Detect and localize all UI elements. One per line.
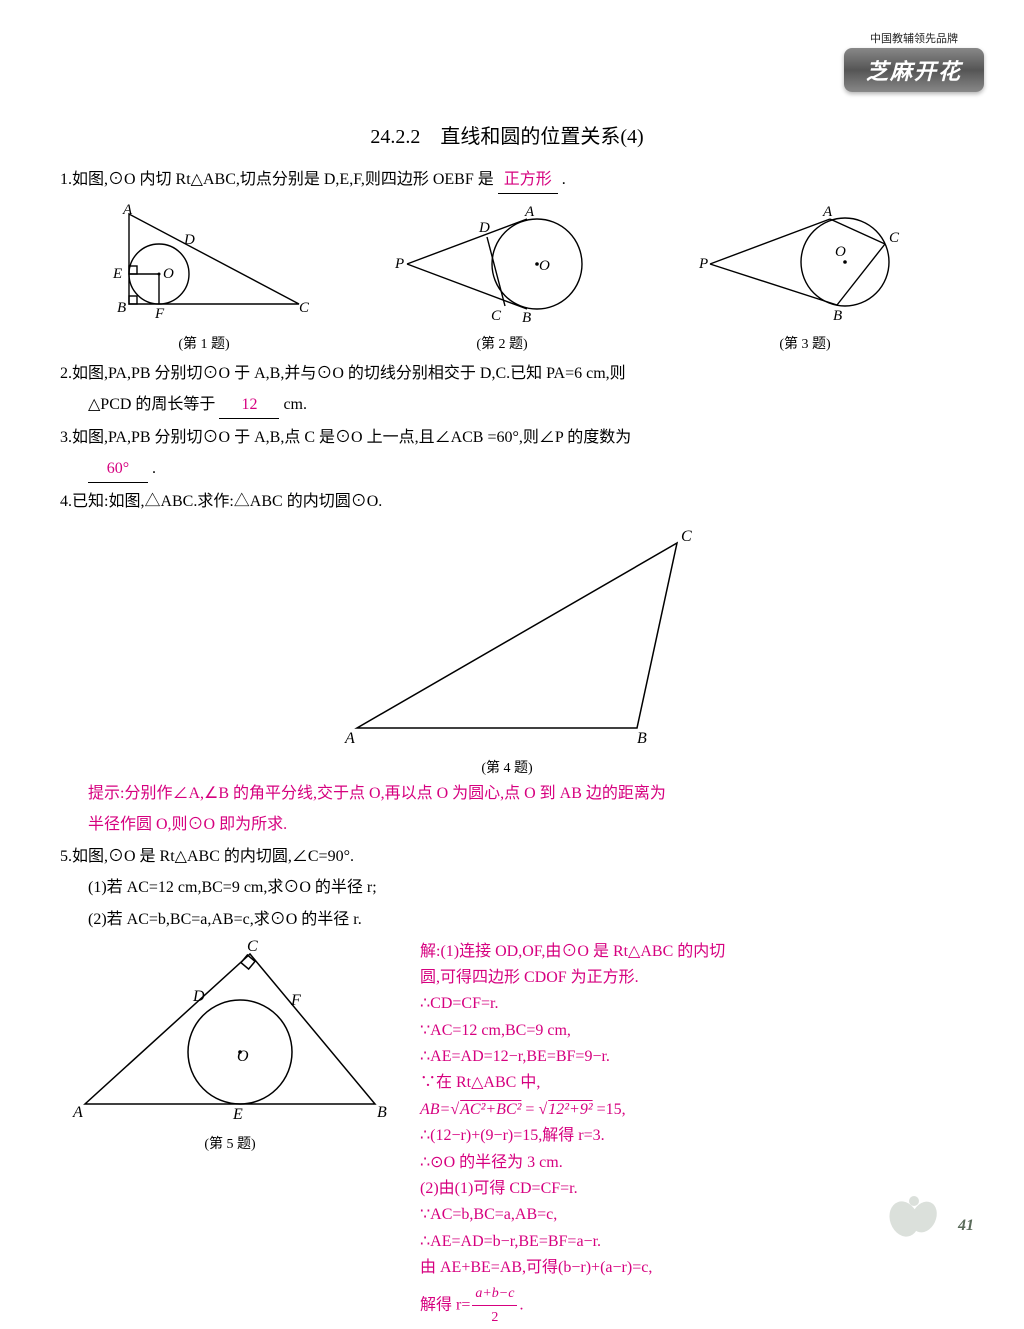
sol-l12: ∴AE=AD=b−r,BE=BF=a−r. <box>420 1229 954 1255</box>
figure-1: A B C D E F O (第 1 题) <box>99 204 309 353</box>
svg-text:B: B <box>637 730 647 747</box>
svg-text:A: A <box>822 204 833 220</box>
figure-row-1-3: A B C D E F O (第 1 题) P A B <box>60 204 954 353</box>
sol-l14: 解得 r=a+b−c2. <box>420 1282 954 1329</box>
figure-3: P A B C O (第 3 题) <box>695 204 915 353</box>
q4-hint-2: 半径作圆 O,则⊙O 即为所求. <box>60 812 954 838</box>
svg-text:O: O <box>835 244 846 260</box>
svg-text:O: O <box>539 258 550 274</box>
q3-suffix: . <box>152 460 156 477</box>
section-title: 24.2.2 直线和圆的位置关系(4) <box>60 120 954 149</box>
question-2: 2.如图,PA,PB 分别切⊙O 于 A,B,并与⊙O 的切线分别相交于 D,C… <box>60 361 954 387</box>
svg-text:A: A <box>72 1104 83 1121</box>
sol-l14a: 解得 r= <box>420 1296 470 1313</box>
figure-5-caption: (第 5 题) <box>60 1133 400 1153</box>
question-1: 1.如图,⊙O 内切 Rt△ABC,切点分别是 D,E,F,则四边形 OEBF … <box>60 167 954 194</box>
page-number: 41 <box>958 1217 974 1235</box>
figure-4: A B C (第 4 题) <box>60 523 954 777</box>
brand-subtitle: 中国教辅领先品牌 <box>844 30 984 46</box>
svg-text:C: C <box>889 230 900 246</box>
svg-text:P: P <box>394 256 404 272</box>
q5-solution: 解:(1)连接 OD,OF,由⊙O 是 Rt△ABC 的内切 圆,可得四边形 C… <box>420 939 954 1329</box>
svg-text:E: E <box>232 1106 243 1123</box>
svg-text:D: D <box>192 988 205 1005</box>
q3-answer-blank: 60° <box>88 456 148 483</box>
question-5: 5.如图,⊙O 是 Rt△ABC 的内切圆,∠C=90°. <box>60 844 954 870</box>
q2-suffix: cm. <box>283 396 307 413</box>
svg-text:F: F <box>154 306 165 322</box>
sol-l8: ∴(12−r)+(9−r)=15,解得 r=3. <box>420 1123 954 1149</box>
sol-l5: ∴AE=AD=12−r,BE=BF=9−r. <box>420 1044 954 1070</box>
svg-text:C: C <box>491 308 502 324</box>
q2-prefix: △PCD 的周长等于 <box>88 396 215 413</box>
frac-num: a+b−c <box>472 1282 517 1306</box>
question-3-line2: 60° . <box>60 456 954 483</box>
sol-l7a: AB= <box>420 1101 450 1118</box>
frac-den: 2 <box>472 1306 517 1329</box>
svg-text:B: B <box>117 300 126 316</box>
svg-text:A: A <box>344 730 355 747</box>
svg-text:P: P <box>698 256 708 272</box>
sol-l9: ∴⊙O 的半径为 3 cm. <box>420 1150 954 1176</box>
sol-l13: 由 AE+BE=AB,可得(b−r)+(a−r)=c, <box>420 1255 954 1281</box>
sol-l10: (2)由(1)可得 CD=CF=r. <box>420 1176 954 1202</box>
figure-2-caption: (第 2 题) <box>387 333 617 353</box>
sol-l2: 圆,可得四边形 CDOF 为正方形. <box>420 965 954 991</box>
sol-l7: AB=√AC²+BC² = √12²+9² =15, <box>420 1097 954 1123</box>
sol-l6: ∵在 Rt△ABC 中, <box>420 1070 954 1096</box>
sol-l7e: =15, <box>597 1101 626 1118</box>
q2-line1: 2.如图,PA,PB 分别切⊙O 于 A,B,并与⊙O 的切线分别相交于 D,C… <box>60 365 626 382</box>
svg-text:D: D <box>478 220 490 236</box>
sol-l1: 解:(1)连接 OD,OF,由⊙O 是 Rt△ABC 的内切 <box>420 939 954 965</box>
q1-suffix: . <box>562 171 566 188</box>
figure-3-svg: P A B C O <box>695 204 915 324</box>
brand-badge: 中国教辅领先品牌 芝麻开花 <box>844 30 984 90</box>
figure-4-caption: (第 4 题) <box>60 757 954 777</box>
svg-text:O: O <box>163 266 174 282</box>
sol-l7d: 12²+9² <box>547 1101 592 1118</box>
q1-text: 1.如图,⊙O 内切 Rt△ABC,切点分别是 D,E,F,则四边形 OEBF … <box>60 171 494 188</box>
q5-sub2: (2)若 AC=b,BC=a,AB=c,求⊙O 的半径 r. <box>60 907 954 933</box>
svg-text:C: C <box>247 939 258 955</box>
corner-decoration <box>884 1189 944 1239</box>
sol-l7c: = <box>525 1101 538 1118</box>
figure-1-svg: A B C D E F O <box>99 204 309 324</box>
q5-sub1: (1)若 AC=12 cm,BC=9 cm,求⊙O 的半径 r; <box>60 875 954 901</box>
svg-text:C: C <box>681 528 692 545</box>
question-4: 4.已知:如图,△ABC.求作:△ABC 的内切圆⊙O. <box>60 489 954 515</box>
q1-answer-blank: 正方形 <box>498 167 558 194</box>
sol-l11: ∵AC=b,BC=a,AB=c, <box>420 1202 954 1228</box>
svg-text:B: B <box>377 1104 387 1121</box>
svg-text:B: B <box>833 308 842 324</box>
q4-hint-1: 提示:分别作∠A,∠B 的角平分线,交于点 O,再以点 O 为圆心,点 O 到 … <box>60 781 954 807</box>
svg-text:E: E <box>112 266 122 282</box>
q4-text: 4.已知:如图,△ABC.求作:△ABC 的内切圆⊙O. <box>60 493 382 510</box>
svg-text:B: B <box>522 310 531 324</box>
figure-5-svg: A B C D E F O <box>65 939 395 1124</box>
q5-figure-and-solution: A B C D E F O (第 5 题) 解:(1)连接 OD,OF,由⊙O … <box>60 939 954 1329</box>
q3-line1: 3.如图,PA,PB 分别切⊙O 于 A,B,点 C 是⊙O 上一点,且∠ACB… <box>60 429 631 446</box>
svg-text:O: O <box>237 1048 249 1065</box>
sol-l7b: AC²+BC² <box>459 1101 521 1118</box>
question-2-line2: △PCD 的周长等于 12 cm. <box>60 392 954 419</box>
figure-2-svg: P A B C D O <box>387 204 617 324</box>
svg-text:A: A <box>524 204 535 220</box>
frac-result: a+b−c2 <box>472 1282 517 1329</box>
brand-logo: 芝麻开花 <box>844 48 984 92</box>
svg-text:F: F <box>290 992 301 1009</box>
svg-text:D: D <box>183 232 195 248</box>
figure-4-svg: A B C <box>297 523 717 748</box>
q5-stem: 5.如图,⊙O 是 Rt△ABC 的内切圆,∠C=90°. <box>60 848 354 865</box>
svg-text:C: C <box>299 300 309 316</box>
sol-l4: ∵AC=12 cm,BC=9 cm, <box>420 1018 954 1044</box>
sol-l3: ∴CD=CF=r. <box>420 991 954 1017</box>
figure-1-caption: (第 1 题) <box>99 333 309 353</box>
question-3: 3.如图,PA,PB 分别切⊙O 于 A,B,点 C 是⊙O 上一点,且∠ACB… <box>60 425 954 451</box>
figure-5: A B C D E F O (第 5 题) <box>60 939 400 1153</box>
svg-text:A: A <box>122 204 133 218</box>
figure-3-caption: (第 3 题) <box>695 333 915 353</box>
figure-2: P A B C D O (第 2 题) <box>387 204 617 353</box>
q2-answer-blank: 12 <box>219 392 279 419</box>
sol-l14b: . <box>519 1296 523 1313</box>
